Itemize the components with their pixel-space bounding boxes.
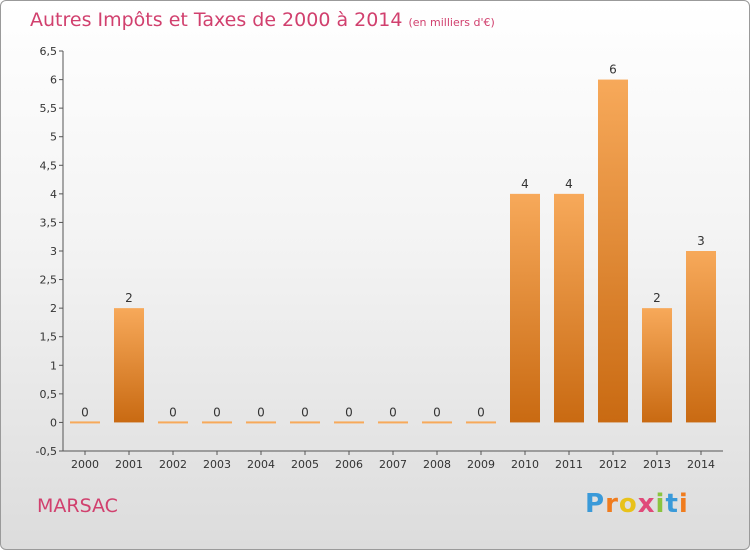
y-tick-label: 1 — [50, 359, 57, 372]
bar — [246, 421, 276, 424]
y-tick-label: 1,5 — [40, 331, 58, 344]
x-tick-label: 2014 — [687, 458, 715, 471]
bar — [598, 79, 628, 423]
y-tick-label: 5,5 — [40, 102, 58, 115]
x-tick-label: 2007 — [379, 458, 407, 471]
x-tick-label: 2001 — [115, 458, 143, 471]
y-tick-label: 0 — [50, 416, 57, 429]
y-tick-label: 3,5 — [40, 216, 58, 229]
bar-value-label: 3 — [697, 234, 705, 248]
bar — [554, 193, 584, 423]
x-tick-label: 2011 — [555, 458, 583, 471]
bar-value-label: 6 — [609, 63, 617, 77]
x-tick-label: 2006 — [335, 458, 363, 471]
bar-value-label: 0 — [345, 405, 353, 419]
bar — [642, 308, 672, 423]
bar — [158, 421, 188, 424]
bar — [422, 421, 452, 424]
x-tick-label: 2010 — [511, 458, 539, 471]
y-tick-label: 4 — [50, 188, 57, 201]
bar — [510, 193, 540, 423]
bar-value-label: 2 — [653, 291, 661, 305]
y-tick-label: 6 — [50, 74, 57, 87]
bar-value-label: 0 — [389, 405, 397, 419]
logo-letter: i — [678, 489, 689, 519]
y-tick-label: 2 — [50, 302, 57, 315]
bar-value-label: 0 — [169, 405, 177, 419]
chart-title: Autres Impôts et Taxes de 2000 à 2014 (en… — [30, 9, 495, 31]
bar — [378, 421, 408, 424]
bar-value-label: 0 — [301, 405, 309, 419]
logo-letter: o — [618, 489, 638, 519]
bar-value-label: 0 — [477, 405, 485, 419]
logo-letter: t — [665, 489, 679, 519]
logo-letter: i — [655, 489, 666, 519]
x-tick-label: 2003 — [203, 458, 231, 471]
chart-title-unit: (en milliers d'€) — [408, 16, 495, 29]
y-tick-label: 3 — [50, 245, 57, 258]
bar-value-label: 0 — [81, 405, 89, 419]
bar — [466, 421, 496, 424]
commune-name: MARSAC — [37, 495, 118, 517]
y-tick-label: 0,5 — [40, 388, 58, 401]
bar-value-label: 4 — [521, 177, 529, 191]
bar — [686, 251, 716, 423]
logo-letter: P — [585, 489, 606, 519]
x-tick-label: 2008 — [423, 458, 451, 471]
bar-value-label: 0 — [257, 405, 265, 419]
y-tick-label: 4,5 — [40, 159, 58, 172]
x-tick-label: 2013 — [643, 458, 671, 471]
logo-letter: x — [637, 489, 656, 519]
bar-value-label: 4 — [565, 177, 573, 191]
x-tick-label: 2009 — [467, 458, 495, 471]
bar-value-label: 2 — [125, 291, 133, 305]
x-tick-label: 2004 — [247, 458, 275, 471]
bar — [202, 421, 232, 424]
y-tick-label: 5 — [50, 131, 57, 144]
chart-title-text: Autres Impôts et Taxes de 2000 à 2014 — [30, 9, 403, 31]
bar-value-label: 0 — [433, 405, 441, 419]
x-tick-label: 2000 — [71, 458, 99, 471]
bar — [334, 421, 364, 424]
y-tick-label: -0,5 — [36, 445, 57, 458]
bar-value-label: 0 — [213, 405, 221, 419]
bar — [290, 421, 320, 424]
bar — [114, 308, 144, 423]
logo-letter: r — [605, 489, 619, 519]
x-tick-label: 2012 — [599, 458, 627, 471]
y-tick-label: 2,5 — [40, 274, 58, 287]
x-tick-label: 2002 — [159, 458, 187, 471]
proxiti-logo: Proxiti — [585, 489, 689, 519]
y-tick-label: 6,5 — [40, 45, 58, 58]
x-tick-label: 2005 — [291, 458, 319, 471]
bar — [70, 421, 100, 424]
